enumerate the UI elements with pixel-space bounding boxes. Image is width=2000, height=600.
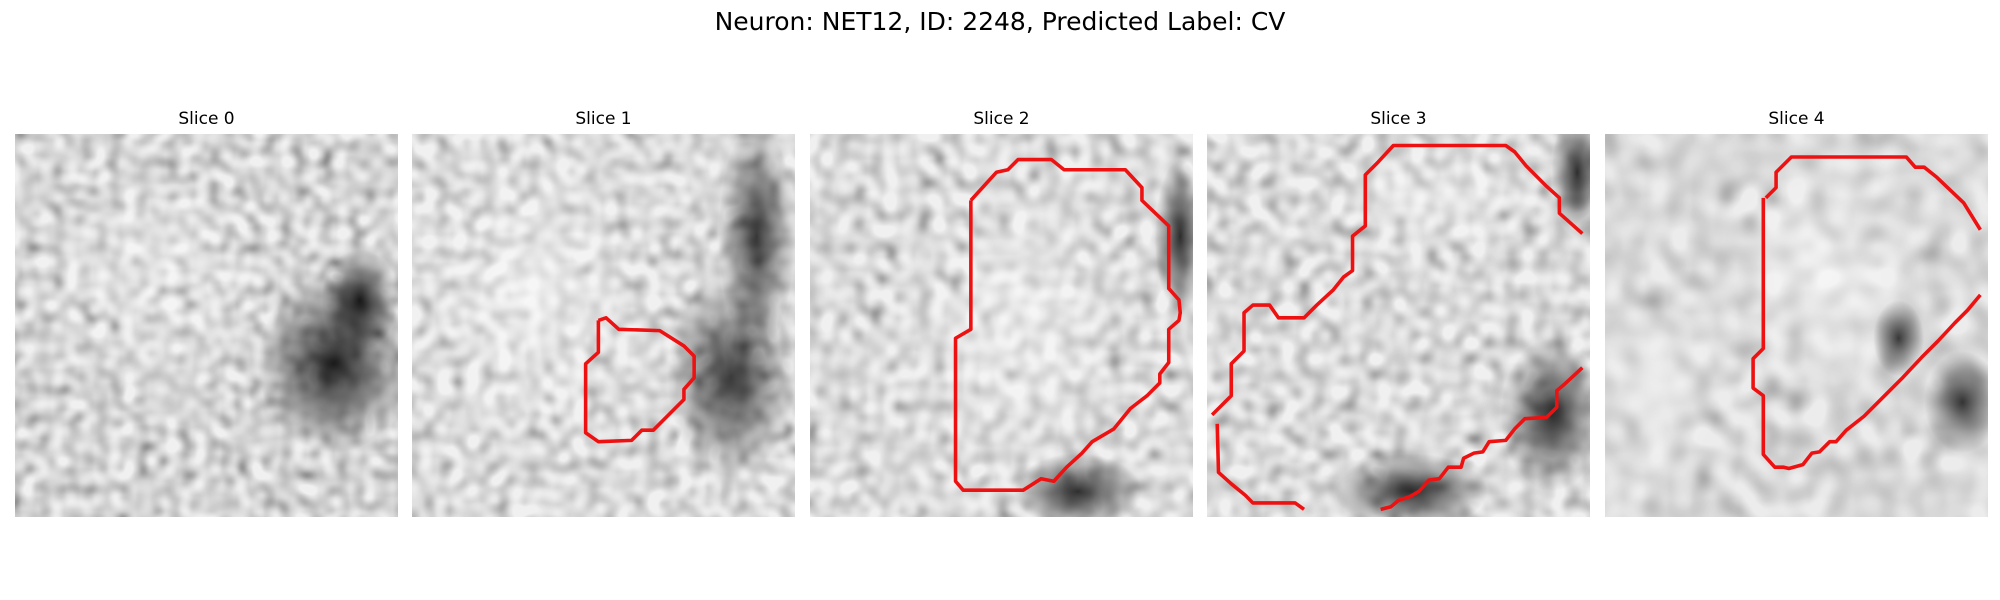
slice-title-1: Slice 1 [575, 109, 632, 129]
slice-image-0 [15, 134, 398, 517]
slice-panel-0: Slice 0 [15, 104, 398, 520]
slice-panel-4: Slice 4 [1605, 104, 1988, 520]
slice-title-2: Slice 2 [973, 109, 1030, 129]
contour-line [1210, 143, 1584, 417]
contour-line [583, 316, 696, 444]
contour-line [953, 157, 1183, 492]
slice-image-1 [412, 134, 795, 517]
contour-line [1380, 366, 1584, 512]
slice-title-4: Slice 4 [1768, 109, 1825, 129]
slice-title-3: Slice 3 [1370, 109, 1427, 129]
slice-image-4 [1605, 134, 1988, 517]
slice-image-3 [1207, 134, 1590, 517]
slice-panel-3: Slice 3 [1207, 104, 1590, 520]
contour-line [1215, 423, 1306, 511]
contour-line [1764, 155, 1982, 231]
slice-title-0: Slice 0 [178, 109, 235, 129]
figure-title: Neuron: NET12, ID: 2248, Predicted Label… [714, 7, 1286, 36]
slice-panel-2: Slice 2 [810, 104, 1193, 520]
slice-image-2 [810, 134, 1193, 517]
contour-line [1751, 197, 1982, 471]
slice-panel-1: Slice 1 [412, 104, 795, 520]
